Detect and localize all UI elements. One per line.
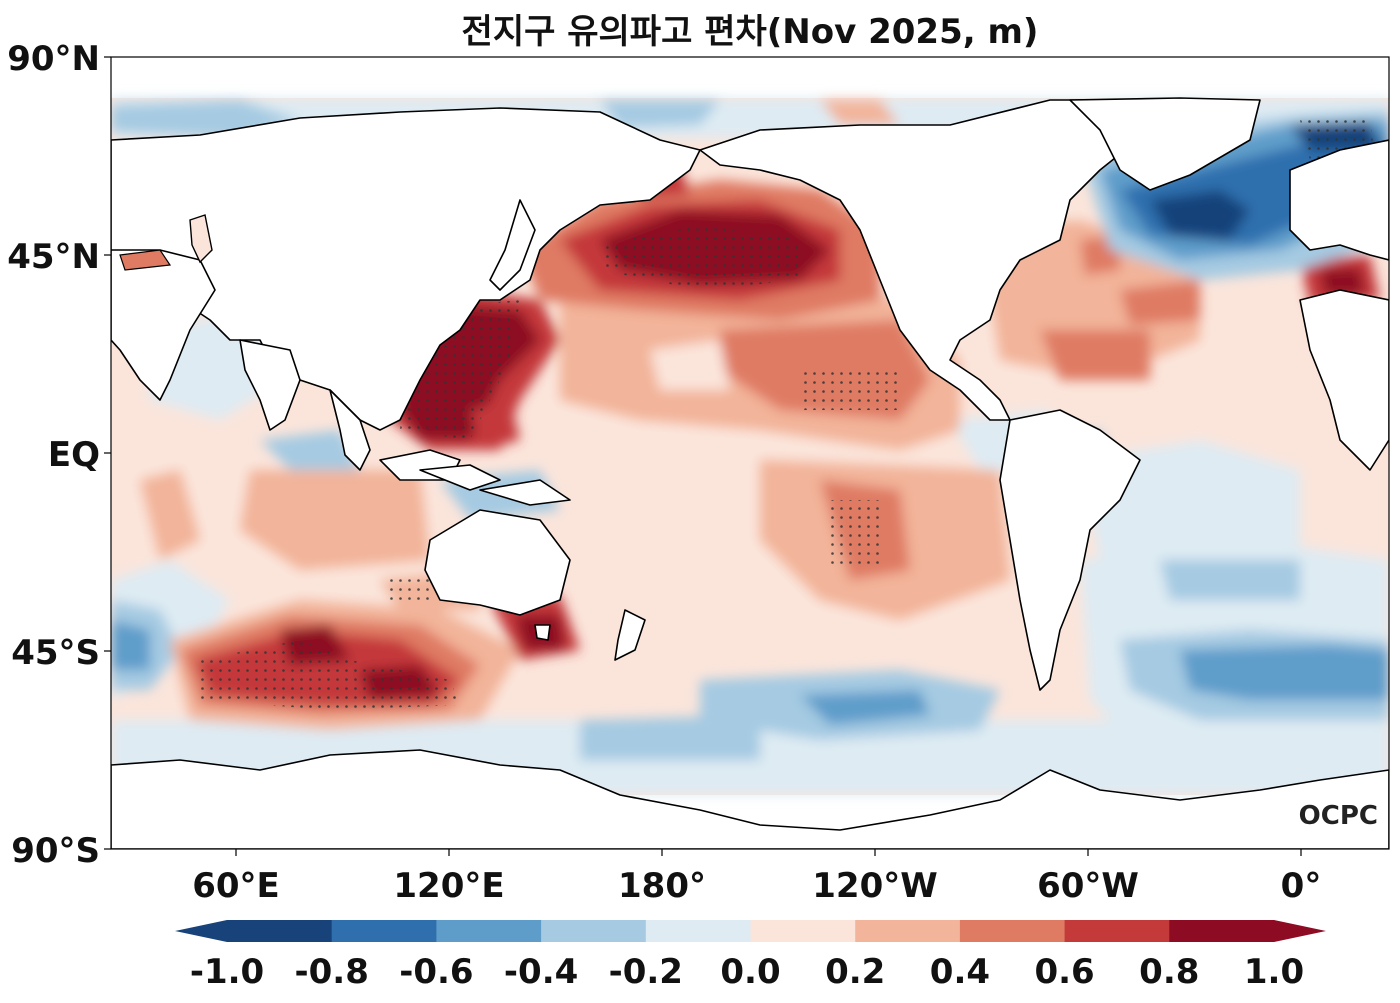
colorbar-tick-label: -1.0	[190, 952, 264, 992]
colorbar-tick-label: -0.4	[504, 952, 578, 992]
lat-label-90s: 90°S	[11, 831, 100, 871]
lon-label-0: 0°	[1281, 866, 1322, 906]
lon-label-120e: 120°E	[393, 866, 504, 906]
lon-label-180: 180°	[618, 866, 706, 906]
colorbar-swatch	[959, 920, 1066, 942]
lat-label-90n: 90°N	[7, 39, 100, 79]
colorbar-swatch	[750, 920, 856, 942]
lon-label-60w: 60°W	[1037, 866, 1139, 906]
lat-label-45n: 45°N	[7, 237, 100, 277]
colorbar-swatch	[436, 920, 542, 942]
colorbar-extend-low	[175, 920, 227, 942]
lon-label-120w: 120°W	[812, 866, 937, 906]
colorbar-swatch	[1169, 920, 1275, 942]
colorbar-swatch	[541, 920, 647, 942]
colorbar-swatch	[645, 920, 751, 942]
ocpc-logo: OCPC	[1299, 801, 1378, 831]
colorbar-swatch	[227, 920, 333, 942]
colorbar: -1.0 -0.8 -0.6 -0.4 -0.2 0.0 0.2 0.4 0.6 0.8 1.0	[175, 920, 1326, 992]
colorbar-tick-label: 0.4	[930, 952, 990, 992]
colorbar-tick-label: 0.8	[1139, 952, 1199, 992]
colorbar-tick-label: -0.6	[399, 952, 473, 992]
map-title: 전지구 유의파고 편차(Nov 2025, m)	[461, 12, 1039, 52]
lat-label-45s: 45°S	[11, 633, 100, 673]
colorbar-tick-label: 1.0	[1244, 952, 1304, 992]
colorbar-tick-label: -0.8	[295, 952, 369, 992]
colorbar-tick-label: 0.6	[1034, 952, 1094, 992]
colorbar-tick-label: 0.2	[825, 952, 885, 992]
anomaly-field	[111, 97, 1389, 849]
colorbar-tick-label: -0.2	[609, 952, 683, 992]
lat-label-eq: EQ	[48, 435, 100, 475]
lon-label-60e: 60°E	[192, 866, 280, 906]
land-masses	[111, 97, 1389, 849]
colorbar-swatch	[855, 920, 961, 942]
ocpc-logo-text: OCPC	[1299, 801, 1378, 831]
colorbar-swatch	[1064, 920, 1170, 942]
colorbar-swatch	[331, 920, 437, 942]
colorbar-extend-high	[1274, 920, 1326, 942]
colorbar-tick-label: 0.0	[720, 952, 780, 992]
